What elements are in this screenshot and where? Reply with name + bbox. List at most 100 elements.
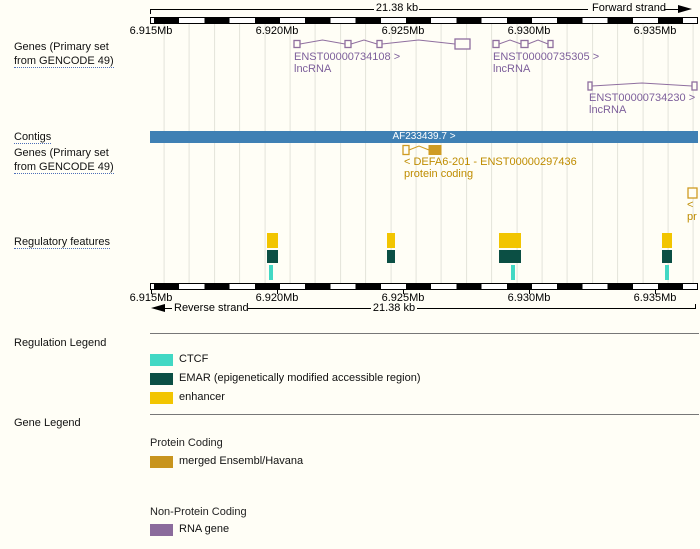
legend-divider — [150, 414, 699, 415]
exon[interactable] — [454, 38, 471, 50]
track-label-regulatory[interactable]: Regulatory features — [14, 236, 110, 249]
intron-line — [498, 39, 522, 45]
coordinate-label: 6.920Mb — [255, 25, 299, 37]
reverse-strand-label: Reverse strand — [174, 302, 249, 314]
bottom-tick — [277, 290, 278, 294]
transcript-biotype: lncRNA — [493, 63, 531, 75]
rna-gene-label: RNA gene — [179, 523, 230, 535]
bottom-ruler-line-right — [417, 308, 696, 309]
track-label-genes-reverse[interactable]: Genes (Primary set from GENCODE 49) — [14, 147, 114, 174]
track-label-contigs[interactable]: Contigs — [14, 131, 52, 144]
rna-gene-swatch — [150, 524, 173, 536]
forward-strand-arrow-icon — [678, 5, 692, 13]
coordinate-label: 6.935Mb — [633, 292, 677, 304]
ctcf-feature[interactable] — [269, 265, 273, 280]
coordinate-label: 6.920Mb — [255, 292, 299, 304]
non-protein-coding-heading: Non-Protein Coding — [150, 506, 247, 518]
enhancer-legend-swatch — [150, 392, 173, 404]
transcript-label[interactable]: ENST00000735305 > lncRNA — [493, 51, 599, 75]
forward-strand-label: Forward strand — [592, 2, 666, 14]
protein-coding-heading: Protein Coding — [150, 437, 223, 449]
exon[interactable] — [687, 187, 698, 199]
reverse-strand-arrow-icon — [151, 304, 165, 312]
transcript-label[interactable]: ENST00000734108 > lncRNA — [294, 51, 400, 75]
bottom-scale-label: 21.38 kb — [372, 302, 416, 314]
intron-line — [299, 39, 346, 45]
transcript-label[interactable]: < pr — [687, 199, 697, 223]
transcript-id: ENST00000734108 > — [294, 51, 401, 63]
ctcf-feature[interactable] — [511, 265, 515, 280]
exon[interactable] — [520, 39, 529, 49]
transcript-id: ENST00000735305 > — [493, 51, 600, 63]
transcript-id: < — [687, 199, 694, 211]
top-ruler-line-right — [419, 9, 588, 10]
transcript-label[interactable]: ENST00000734230 > lncRNA — [589, 92, 695, 116]
coordinate-label: 6.925Mb — [381, 292, 425, 304]
ctcf-legend-swatch — [150, 354, 173, 366]
bottom-tick — [151, 290, 152, 294]
enhancer-legend-label: enhancer — [179, 391, 225, 403]
forward-arrow-tail — [664, 9, 678, 10]
gene-models-canvas — [293, 38, 698, 199]
transcript-biotype: protein coding — [404, 168, 474, 180]
exon[interactable] — [691, 81, 698, 91]
ctcf-legend-label: CTCF — [179, 353, 209, 365]
contig-bar[interactable]: AF233439.7 > — [150, 131, 698, 143]
bottom-ruler-right-cap — [695, 304, 696, 309]
emar-feature[interactable] — [662, 250, 672, 263]
exon[interactable] — [402, 144, 410, 156]
emar-feature[interactable] — [267, 250, 278, 263]
coordinate-label: 6.930Mb — [507, 292, 551, 304]
intron-line — [350, 39, 378, 45]
coordinate-label: 6.935Mb — [633, 25, 677, 37]
transcript-biotype: pr — [687, 211, 697, 223]
legend-divider — [150, 333, 699, 334]
intron-line — [527, 39, 549, 45]
exon[interactable] — [547, 39, 554, 49]
exon[interactable] — [587, 81, 593, 91]
emar-feature[interactable] — [387, 250, 395, 263]
top-ruler-line-left — [150, 9, 374, 10]
exon[interactable] — [376, 39, 383, 49]
coordinate-label: 6.925Mb — [381, 25, 425, 37]
bottom-tick — [655, 290, 656, 294]
bottom-ruler-line-left — [248, 308, 371, 309]
enhancer-feature[interactable] — [662, 233, 672, 248]
exon[interactable] — [428, 145, 442, 155]
ctcf-feature[interactable] — [665, 265, 669, 280]
regulation-legend-title: Regulation Legend — [14, 337, 107, 349]
exon[interactable] — [293, 39, 301, 49]
emar-legend-swatch — [150, 373, 173, 385]
coordinate-label: 6.930Mb — [507, 25, 551, 37]
exon[interactable] — [344, 39, 352, 49]
bottom-tick — [403, 290, 404, 294]
intron-line — [591, 82, 693, 87]
contig-name: AF233439.7 > — [392, 131, 456, 142]
transcript-biotype: lncRNA — [294, 63, 332, 75]
intron-line — [381, 39, 456, 45]
exon[interactable] — [492, 39, 500, 49]
track-label-genes-forward[interactable]: Genes (Primary set from GENCODE 49) — [14, 41, 114, 68]
bottom-scalebar — [150, 283, 698, 290]
top-ruler-left-cap — [150, 9, 151, 14]
intron-line — [408, 145, 430, 151]
top-scalebar — [150, 17, 698, 24]
transcript-biotype: lncRNA — [589, 104, 627, 116]
gene-legend-title: Gene Legend — [14, 417, 81, 429]
merged-ensembl-havana-label: merged Ensembl/Havana — [179, 455, 304, 467]
enhancer-feature[interactable] — [499, 233, 521, 248]
transcript-label[interactable]: < DEFA6-201 - ENST00000297436 protein cod… — [404, 156, 577, 180]
coordinate-label: 6.915Mb — [129, 25, 173, 37]
enhancer-feature[interactable] — [387, 233, 395, 248]
coordinate-label: 6.915Mb — [129, 292, 173, 304]
enhancer-feature[interactable] — [267, 233, 278, 248]
transcript-id: < DEFA6-201 - ENST00000297436 — [404, 156, 577, 168]
emar-legend-label: EMAR (epigenetically modified accessible… — [179, 372, 421, 384]
transcript-id: ENST00000734230 > — [589, 92, 696, 104]
top-scale-label: 21.38 kb — [375, 2, 419, 14]
bottom-tick — [529, 290, 530, 294]
merged-ensembl-havana-swatch — [150, 456, 173, 468]
reverse-arrow-tail — [165, 308, 172, 309]
emar-feature[interactable] — [499, 250, 521, 263]
